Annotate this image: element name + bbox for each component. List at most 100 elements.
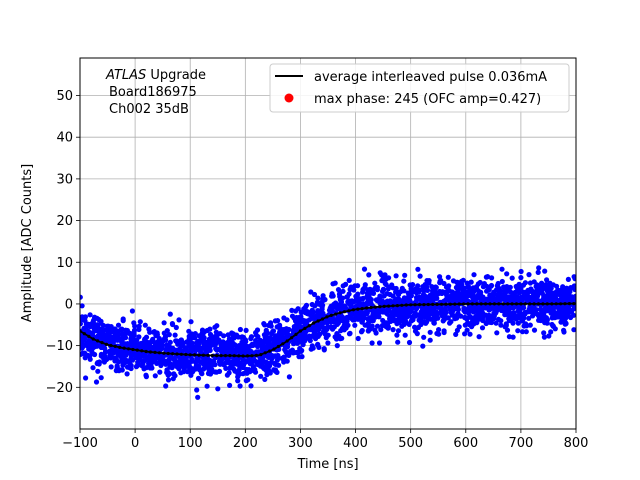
scatter-point (506, 317, 512, 324)
scatter-point (503, 311, 509, 317)
average-pulse-point (294, 332, 298, 336)
scatter-point (140, 361, 146, 367)
scatter-point (284, 344, 291, 350)
scatter-point (98, 351, 104, 357)
scatter-point (495, 316, 502, 322)
scatter-point (297, 335, 303, 341)
average-pulse-point (162, 351, 166, 355)
scatter-point (240, 371, 246, 377)
average-pulse-point (307, 324, 311, 328)
scatter-point (260, 364, 266, 370)
average-pulse-point (369, 305, 373, 310)
x-tick-label: 100 (178, 436, 203, 451)
scatter-point (336, 291, 343, 297)
scatter-point (80, 321, 83, 327)
scatter-point (453, 331, 459, 337)
scatter-point (402, 317, 408, 323)
scatter-point (420, 343, 426, 349)
scatter-point (434, 330, 440, 337)
scatter-point (488, 319, 495, 326)
scatter-point (183, 345, 189, 351)
scatter-point (167, 361, 173, 367)
scatter-point (163, 383, 169, 389)
scatter-point (131, 330, 137, 336)
scatter-point (212, 362, 218, 368)
scatter-point (315, 332, 321, 338)
scatter-point (495, 280, 501, 287)
scatter-point (214, 323, 220, 329)
y-axis: −20 −10 0 10 20 30 40 50 (46, 89, 80, 396)
scatter-point (186, 328, 192, 334)
average-pulse-point (100, 341, 104, 345)
scatter-point (511, 310, 517, 316)
scatter-point (194, 355, 200, 361)
average-pulse-point (122, 346, 126, 350)
scatter-point (413, 294, 420, 301)
scatter-point (252, 369, 259, 375)
scatter-point (514, 285, 520, 291)
y-tick-label: 10 (56, 256, 73, 271)
scatter-point (473, 313, 479, 319)
scatter-point (120, 362, 126, 368)
average-pulse-point (378, 305, 382, 309)
scatter-point (487, 292, 493, 298)
average-pulse-point (523, 302, 527, 306)
scatter-point (272, 360, 278, 367)
average-pulse-point (263, 351, 267, 355)
scatter-point (82, 351, 88, 357)
scatter-point (313, 313, 319, 319)
scatter-point (347, 330, 353, 336)
scatter-point (137, 319, 143, 325)
average-pulse-point (87, 334, 91, 338)
scatter-point (275, 318, 281, 324)
scatter-point (237, 360, 244, 367)
scatter-point (320, 310, 326, 316)
average-pulse-point (144, 349, 148, 354)
scatter-point (258, 342, 265, 348)
average-pulse-point (290, 336, 294, 340)
scatter-point (352, 283, 358, 289)
scatter-point (315, 295, 321, 301)
scatter-point (372, 280, 378, 286)
average-pulse-point (400, 303, 404, 307)
scatter-point (245, 377, 251, 383)
scatter-point (315, 341, 321, 347)
scatter-point (358, 329, 365, 335)
scatter-point (257, 337, 263, 343)
scatter-point (530, 313, 536, 319)
average-pulse-point (457, 302, 461, 306)
average-pulse-point (219, 354, 223, 358)
scatter-point (437, 274, 443, 280)
scatter-point (378, 327, 384, 333)
scatter-point (429, 284, 435, 290)
scatter-point (102, 345, 108, 351)
scatter-point (152, 352, 158, 358)
scatter-point (377, 270, 383, 276)
average-pulse-point (439, 302, 444, 306)
scatter-point (486, 312, 492, 318)
scatter-point (129, 357, 136, 363)
scatter-point (166, 347, 172, 354)
scatter-point (297, 345, 303, 352)
scatter-point (421, 309, 427, 315)
scatter-point (506, 334, 512, 340)
scatter-point (204, 383, 210, 389)
average-pulse-point (206, 353, 210, 357)
scatter-point (180, 359, 186, 365)
scatter-point (518, 294, 524, 300)
average-pulse-point (109, 343, 113, 348)
scatter-point (271, 353, 278, 359)
scatter-point (179, 341, 185, 347)
scatter-point (551, 309, 557, 315)
scatter-point (267, 370, 273, 376)
scatter-point (539, 280, 545, 286)
scatter-point (568, 285, 574, 291)
average-pulse-point (431, 302, 435, 306)
scatter-point (354, 297, 360, 303)
scatter-point (166, 357, 172, 363)
scatter-point (119, 341, 125, 347)
scatter-point (194, 387, 200, 393)
average-pulse-point (387, 304, 391, 308)
atlas-annotation: ATLAS Upgrade Board186975 Ch002 35dB (105, 68, 206, 117)
scatter-point (433, 284, 439, 290)
